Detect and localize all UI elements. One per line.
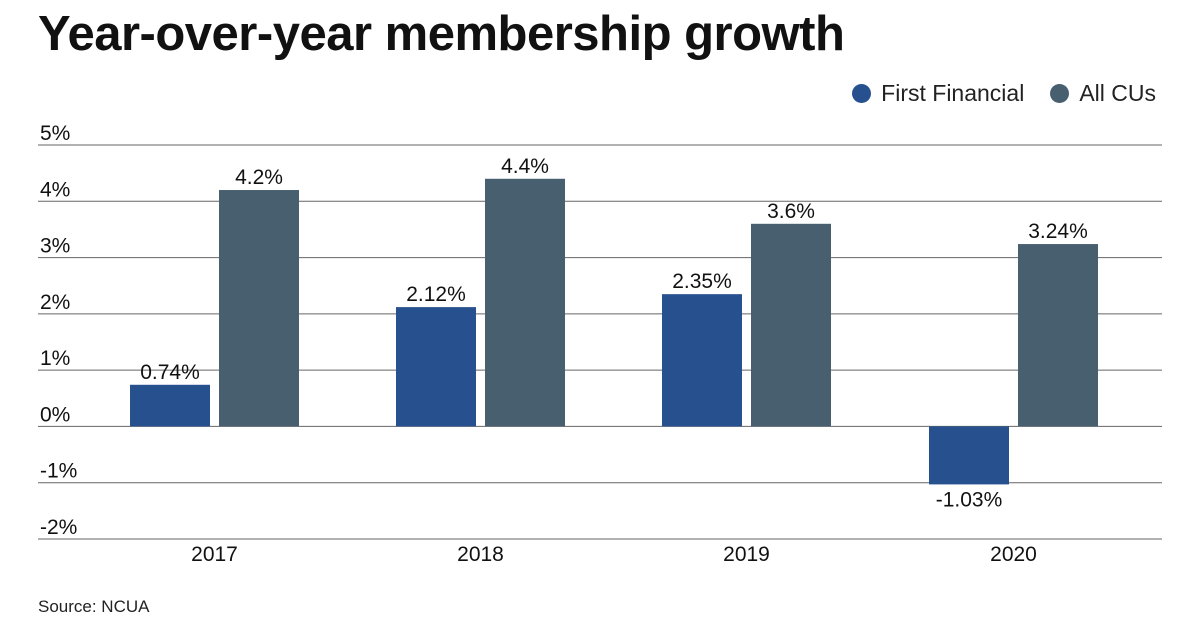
y-tick-label: -2% bbox=[40, 516, 77, 539]
legend-item-first-financial: First Financial bbox=[852, 80, 1024, 107]
bar-first-financial bbox=[396, 307, 476, 427]
x-tick-label: 2017 bbox=[191, 543, 238, 566]
legend-swatch-all-cus bbox=[1050, 84, 1070, 103]
data-label: 4.4% bbox=[501, 155, 549, 178]
data-label: 2.12% bbox=[406, 283, 466, 306]
data-label: 3.6% bbox=[767, 200, 815, 223]
data-label: 4.2% bbox=[235, 166, 283, 189]
bar-all-cus bbox=[485, 178, 565, 427]
data-label: -1.03% bbox=[936, 488, 1003, 511]
data-label: 0.74% bbox=[140, 361, 200, 384]
legend-label-all-cus: All CUs bbox=[1079, 80, 1156, 106]
x-tick-label: 2019 bbox=[723, 543, 770, 566]
x-tick-label: 2020 bbox=[990, 543, 1037, 566]
legend-item-all-cus: All CUs bbox=[1050, 80, 1156, 107]
legend-swatch-first-financial bbox=[852, 84, 872, 103]
y-tick-label: 3% bbox=[40, 235, 70, 258]
y-tick-label: 2% bbox=[40, 291, 70, 314]
legend-label-first-financial: First Financial bbox=[881, 80, 1025, 106]
bar-all-cus bbox=[751, 223, 831, 427]
chart-title: Year-over-year membership growth bbox=[38, 7, 845, 61]
data-label: 2.35% bbox=[672, 270, 732, 293]
y-tick-label: 5% bbox=[40, 122, 70, 145]
y-tick-label: 0% bbox=[40, 403, 70, 426]
bar-all-cus bbox=[1018, 244, 1098, 427]
y-tick-label: 4% bbox=[40, 178, 70, 201]
y-tick-label: -1% bbox=[40, 460, 77, 483]
y-tick-label: 1% bbox=[40, 347, 70, 370]
bar-first-financial bbox=[929, 426, 1009, 485]
bar-all-cus bbox=[219, 190, 299, 427]
bar-first-financial bbox=[662, 294, 742, 427]
chart-legend: First Financial All CUs bbox=[826, 80, 1156, 107]
data-label: 3.24% bbox=[1028, 220, 1088, 243]
x-tick-label: 2018 bbox=[457, 543, 504, 566]
source-note: Source: NCUA bbox=[38, 597, 150, 616]
bar-first-financial bbox=[130, 384, 210, 427]
